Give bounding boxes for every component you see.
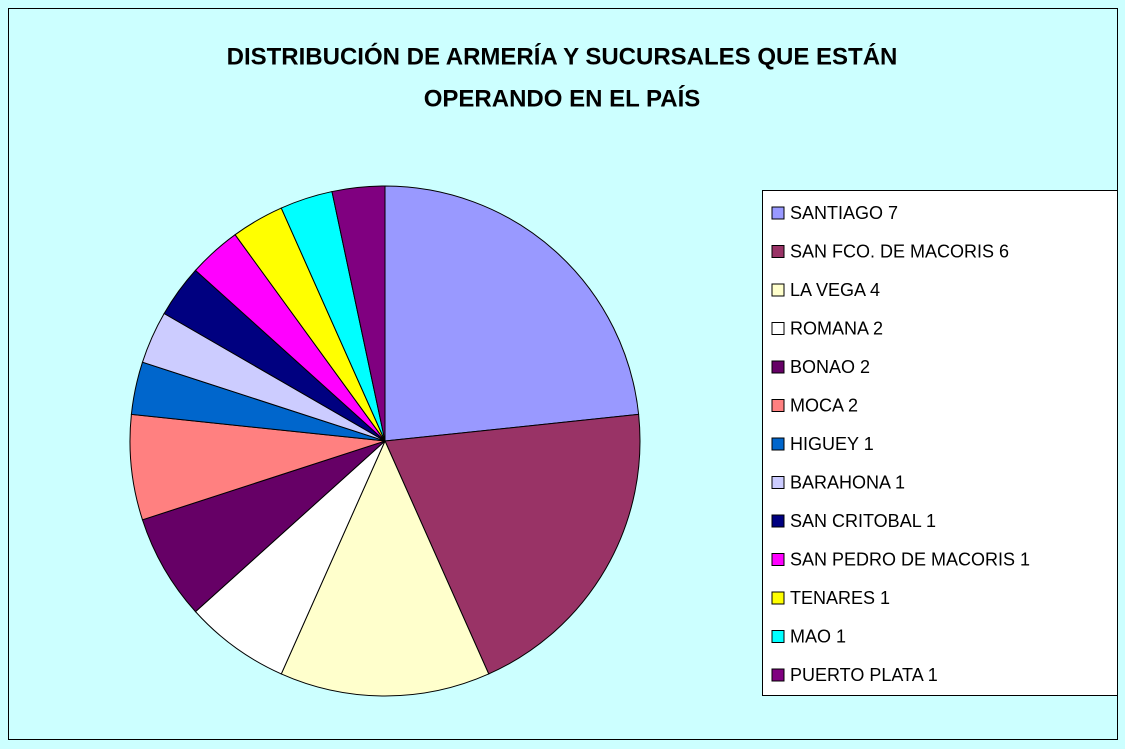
legend-box — [762, 190, 1118, 696]
legend-marker — [771, 206, 785, 220]
legend-label: SAN FCO. DE MACORIS 6 — [790, 241, 1009, 261]
legend-label: SAN PEDRO DE MACORIS 1 — [790, 549, 1030, 569]
legend-marker — [771, 553, 785, 566]
legend-label: MOCA 2 — [790, 395, 858, 415]
legend-marker — [771, 245, 785, 258]
legend-marker — [771, 360, 785, 374]
legend-label: HIGUEY 1 — [790, 434, 874, 454]
pie-slice — [384, 413, 641, 675]
chart-title: OPERANDO EN EL PAÍS — [424, 84, 701, 112]
legend-label: BONAO 2 — [790, 357, 870, 377]
legend-marker — [771, 437, 785, 451]
legend-label: SAN CRITOBAL 1 — [790, 511, 936, 531]
legend-marker — [771, 322, 785, 335]
legend-label: LA VEGA 4 — [790, 280, 880, 300]
legend-label: PUERTO PLATA 1 — [790, 665, 938, 685]
legend-marker — [771, 668, 785, 682]
legend-label: SANTIAGO 7 — [790, 203, 898, 223]
pie-slice — [331, 185, 386, 442]
pie-slice — [129, 413, 386, 521]
legend-marker — [771, 283, 785, 297]
pie-slice — [194, 440, 386, 675]
pie-slice — [141, 440, 386, 613]
legend-label: BARAHONA 1 — [790, 472, 905, 492]
legend-label: ROMANA 2 — [790, 318, 883, 338]
legend-marker — [771, 399, 785, 412]
legend-marker — [771, 514, 785, 528]
legend-label: MAO 1 — [790, 626, 846, 646]
legend-marker — [771, 630, 785, 643]
legend-marker — [771, 591, 785, 605]
legend-label: TENARES 1 — [790, 588, 890, 608]
pie-slice — [384, 185, 640, 442]
chart-title: DISTRIBUCIÓN DE ARMERÍA Y SUCURSALES QUE… — [227, 42, 898, 70]
pie-slice — [280, 439, 490, 697]
legend-marker — [771, 476, 785, 489]
